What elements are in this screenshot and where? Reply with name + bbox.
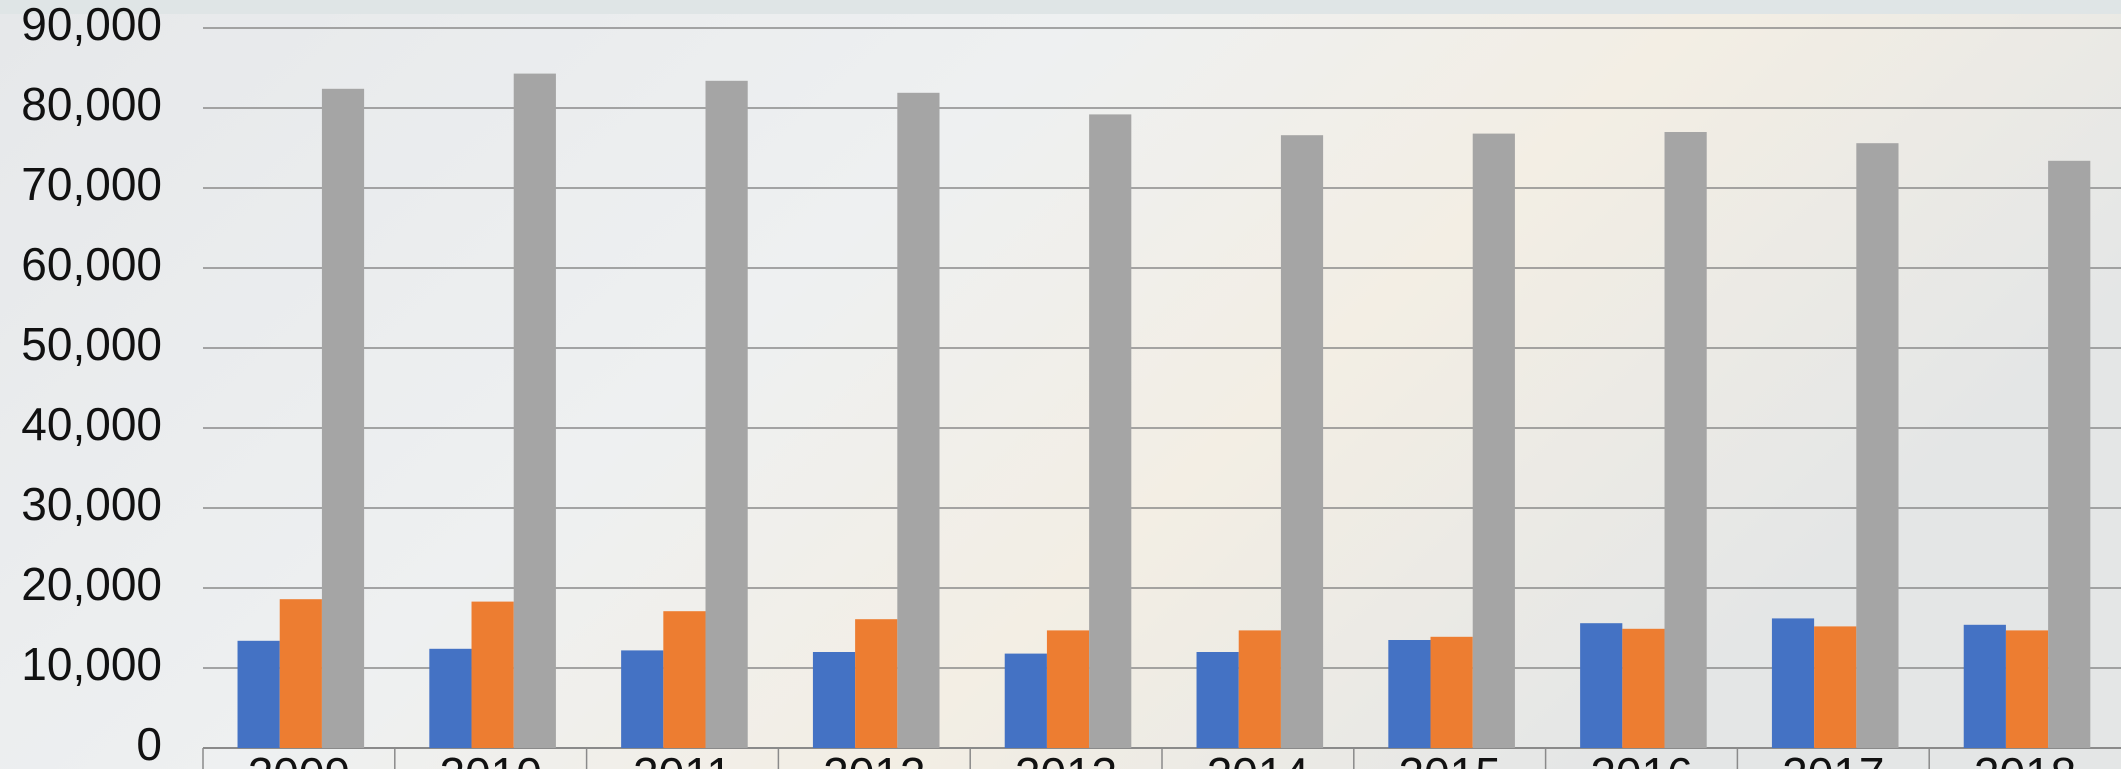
- y-tick-label: 20,000: [21, 558, 162, 610]
- bar: [238, 641, 280, 748]
- bar: [1856, 143, 1898, 748]
- bar: [2048, 161, 2090, 748]
- bar: [706, 81, 748, 748]
- bar: [1473, 134, 1515, 748]
- bar: [1005, 654, 1047, 748]
- bar: [813, 652, 855, 748]
- bar: [1281, 135, 1323, 748]
- bar: [1089, 114, 1131, 748]
- bar: [472, 602, 514, 748]
- bar: [663, 611, 705, 748]
- y-tick-label: 0: [136, 718, 162, 769]
- y-tick-label: 10,000: [21, 638, 162, 690]
- y-tick-label: 60,000: [21, 238, 162, 290]
- y-tick-label: 90,000: [21, 0, 162, 50]
- y-tick-label: 50,000: [21, 318, 162, 370]
- bar: [621, 650, 663, 748]
- y-tick-label: 30,000: [21, 478, 162, 530]
- bar: [1388, 640, 1430, 748]
- y-tick-label: 80,000: [21, 78, 162, 130]
- bar: [855, 619, 897, 748]
- x-tick-label: 2015: [1399, 748, 1501, 769]
- x-tick-label: 2012: [823, 748, 925, 769]
- bar: [1772, 618, 1814, 748]
- bar: [1964, 625, 2006, 748]
- x-tick-label: 2013: [1015, 748, 1117, 769]
- bar: [1622, 629, 1664, 748]
- x-tick-label: 2018: [1974, 748, 2076, 769]
- bar: [280, 599, 322, 748]
- y-tick-label: 40,000: [21, 398, 162, 450]
- x-tick-label: 2011: [633, 748, 732, 769]
- y-tick-label: 70,000: [21, 158, 162, 210]
- x-tick-label: 2014: [1207, 748, 1309, 769]
- bar: [322, 89, 364, 748]
- bar: [897, 93, 939, 748]
- x-tick-label: 2010: [440, 748, 542, 769]
- x-tick-label: 2017: [1782, 748, 1884, 769]
- bar: [1431, 637, 1473, 748]
- chart: 0 10,000 20,000 30,000 40,000 50,000 60,000 70,…: [0, 0, 2121, 769]
- bar: [2006, 630, 2048, 748]
- bar: [1665, 132, 1707, 748]
- bar: [1197, 652, 1239, 748]
- bar: [429, 649, 471, 748]
- top-strip: [0, 0, 2121, 14]
- bar: [1814, 626, 1856, 748]
- bar: [1580, 623, 1622, 748]
- x-tick-label: 2009: [248, 748, 350, 769]
- x-tick-label: 2016: [1590, 748, 1692, 769]
- bar: [1239, 630, 1281, 748]
- bar: [1047, 630, 1089, 748]
- bar: [514, 74, 556, 748]
